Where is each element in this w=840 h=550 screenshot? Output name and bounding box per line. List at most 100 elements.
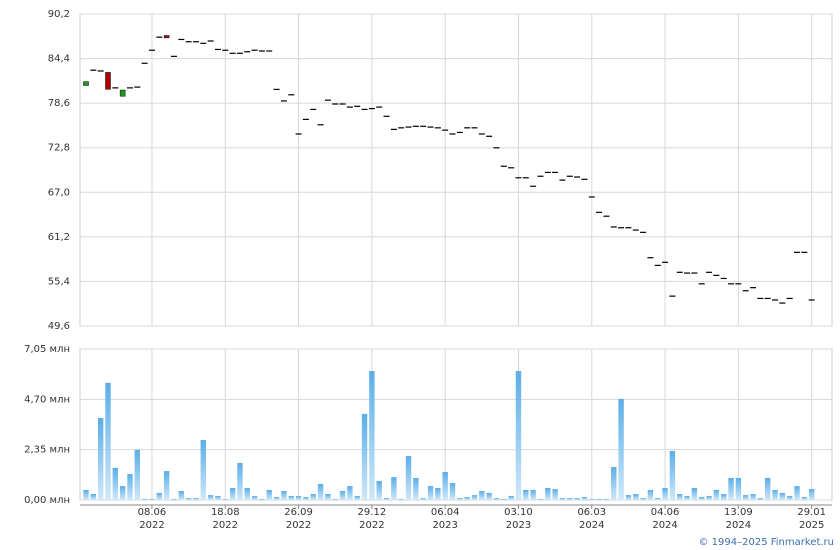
y-tick-label: 7,05 млн xyxy=(24,344,70,355)
volume-bar xyxy=(479,491,485,500)
volume-bar xyxy=(786,495,793,500)
volume-bar xyxy=(361,413,368,500)
volume-bar xyxy=(207,495,214,500)
candle xyxy=(691,272,698,274)
volume-bar xyxy=(486,492,492,500)
volume-bar xyxy=(728,477,734,500)
x-tick-label: 26.09 2022 xyxy=(284,507,313,531)
candle xyxy=(537,175,544,177)
volume-bar xyxy=(501,498,507,500)
volume-bar xyxy=(530,489,536,500)
candle xyxy=(273,88,280,91)
candle xyxy=(222,49,229,51)
candle xyxy=(559,179,566,181)
candle xyxy=(192,41,199,43)
volume-bar xyxy=(801,497,808,500)
candle xyxy=(464,127,471,129)
candle xyxy=(302,118,309,120)
x-tick-label: 06.04 2023 xyxy=(431,507,460,531)
volume-bar xyxy=(721,494,727,500)
x-tick-label: 06.03 2024 xyxy=(577,507,606,531)
volume-bar xyxy=(354,495,360,500)
volume-bar xyxy=(229,488,236,500)
y-tick-label: 61,2 xyxy=(48,232,70,243)
volume-bar xyxy=(603,498,610,500)
x-tick-label: 29.01 2025 xyxy=(797,507,826,531)
candle xyxy=(427,126,434,128)
candle xyxy=(236,52,243,54)
candle xyxy=(676,271,683,273)
volume-bar xyxy=(273,497,280,500)
candle xyxy=(552,171,559,174)
volume-bar xyxy=(83,489,89,500)
candle xyxy=(390,128,397,130)
volume-bar xyxy=(559,498,566,500)
volume-bar xyxy=(178,491,184,500)
candle xyxy=(346,106,353,108)
y-tick-label: 0,00 млн xyxy=(24,495,70,506)
volume-bar xyxy=(347,486,353,500)
volume-bar xyxy=(420,498,426,500)
candle xyxy=(786,297,793,300)
candle xyxy=(141,62,148,64)
y-tick-label: 67,0 xyxy=(48,187,70,198)
candle xyxy=(698,283,705,285)
candle xyxy=(295,133,302,135)
volume-bar xyxy=(794,486,800,500)
price-frame xyxy=(79,13,833,327)
y-tick-label: 84,4 xyxy=(48,54,70,65)
volume-bar xyxy=(442,471,448,500)
volume-bar xyxy=(764,477,771,500)
y-tick-label: 4,70 млн xyxy=(24,394,70,405)
volume-bar xyxy=(200,440,206,500)
candle xyxy=(757,297,764,300)
y-tick-label: 90,2 xyxy=(48,9,70,20)
volume-bar xyxy=(97,417,104,500)
x-tick-label: 13.09 2024 xyxy=(724,507,753,531)
volume-bar xyxy=(779,492,786,500)
volume-bar xyxy=(288,495,294,500)
volume-bar xyxy=(156,492,162,500)
candle xyxy=(332,103,339,105)
x-tick-label: 04.06 2024 xyxy=(651,507,680,531)
volume-bar xyxy=(215,495,221,500)
volume-bar xyxy=(735,477,742,500)
candle xyxy=(376,106,383,108)
candle xyxy=(713,274,720,276)
candle xyxy=(603,215,610,217)
volume-bar xyxy=(427,486,434,500)
candle xyxy=(772,299,779,301)
volume-bar xyxy=(633,494,639,500)
candle xyxy=(354,105,361,107)
candle xyxy=(258,50,265,52)
volume-bar xyxy=(537,498,544,500)
volume-bar xyxy=(493,498,500,500)
volume-bar xyxy=(662,488,668,500)
volume-bar xyxy=(413,477,419,500)
candle xyxy=(185,41,192,43)
volume-bar xyxy=(750,494,756,500)
candle xyxy=(684,272,691,274)
y-tick-label: 55,4 xyxy=(48,276,70,287)
candle xyxy=(625,227,632,229)
x-tick-label: 29.12 2022 xyxy=(358,507,387,531)
volume-bar xyxy=(464,497,470,500)
candle xyxy=(83,81,89,86)
candle xyxy=(207,40,214,42)
volume-bar xyxy=(684,495,690,500)
candle xyxy=(581,178,588,180)
candle xyxy=(530,185,537,187)
volume-bar xyxy=(244,488,250,500)
candle xyxy=(398,127,405,129)
volume-bar xyxy=(90,494,97,500)
candle xyxy=(486,135,493,137)
candle xyxy=(456,131,463,134)
candle xyxy=(750,287,757,289)
candle xyxy=(324,99,331,101)
y-tick-label: 72,8 xyxy=(48,143,70,154)
candle xyxy=(383,115,390,117)
candle xyxy=(368,108,375,110)
candle xyxy=(662,261,669,263)
volume-bar xyxy=(449,483,456,500)
